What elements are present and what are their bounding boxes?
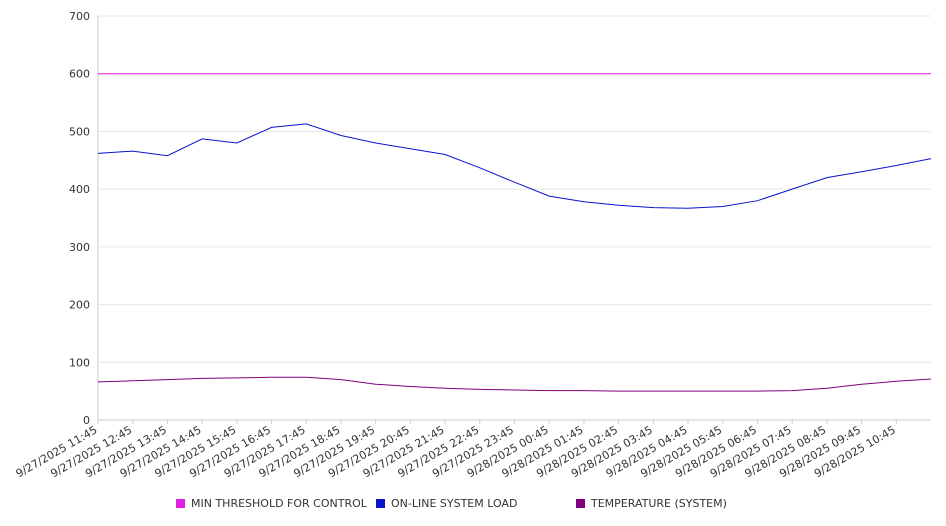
legend-item-min-threshold: MIN THRESHOLD FOR CONTROL [176, 497, 367, 510]
series-line-1 [97, 123, 932, 209]
y-tick-label: 600 [69, 68, 90, 81]
legend-label-temperature: TEMPERATURE (SYSTEM) [591, 497, 727, 510]
x-tick-labels: 9/27/2025 11:459/27/2025 12:459/27/2025 … [14, 423, 898, 480]
legend: MIN THRESHOLD FOR CONTROL ON-LINE SYSTEM… [0, 497, 946, 515]
series-line-2 [97, 376, 932, 392]
legend-swatch-system-load [376, 499, 385, 508]
y-tick-label: 500 [69, 125, 90, 138]
legend-item-temperature: TEMPERATURE (SYSTEM) [576, 497, 727, 510]
legend-swatch-min-threshold [176, 499, 185, 508]
y-tick-label: 400 [69, 183, 90, 196]
y-tick-labels: 0 100 200 300 400 500 600 700 [69, 10, 90, 427]
gridlines [98, 15, 931, 363]
series-lines [97, 73, 932, 392]
y-tick-label: 0 [83, 414, 90, 427]
legend-swatch-temperature [576, 499, 585, 508]
y-tick-label: 100 [69, 356, 90, 369]
axes [97, 16, 931, 424]
y-tick-label: 300 [69, 241, 90, 254]
legend-label-min-threshold: MIN THRESHOLD FOR CONTROL [191, 497, 367, 510]
legend-item-system-load: ON-LINE SYSTEM LOAD [376, 497, 517, 510]
y-tick-label: 700 [69, 10, 90, 23]
y-tick-label: 200 [69, 299, 90, 312]
legend-label-system-load: ON-LINE SYSTEM LOAD [391, 497, 518, 510]
